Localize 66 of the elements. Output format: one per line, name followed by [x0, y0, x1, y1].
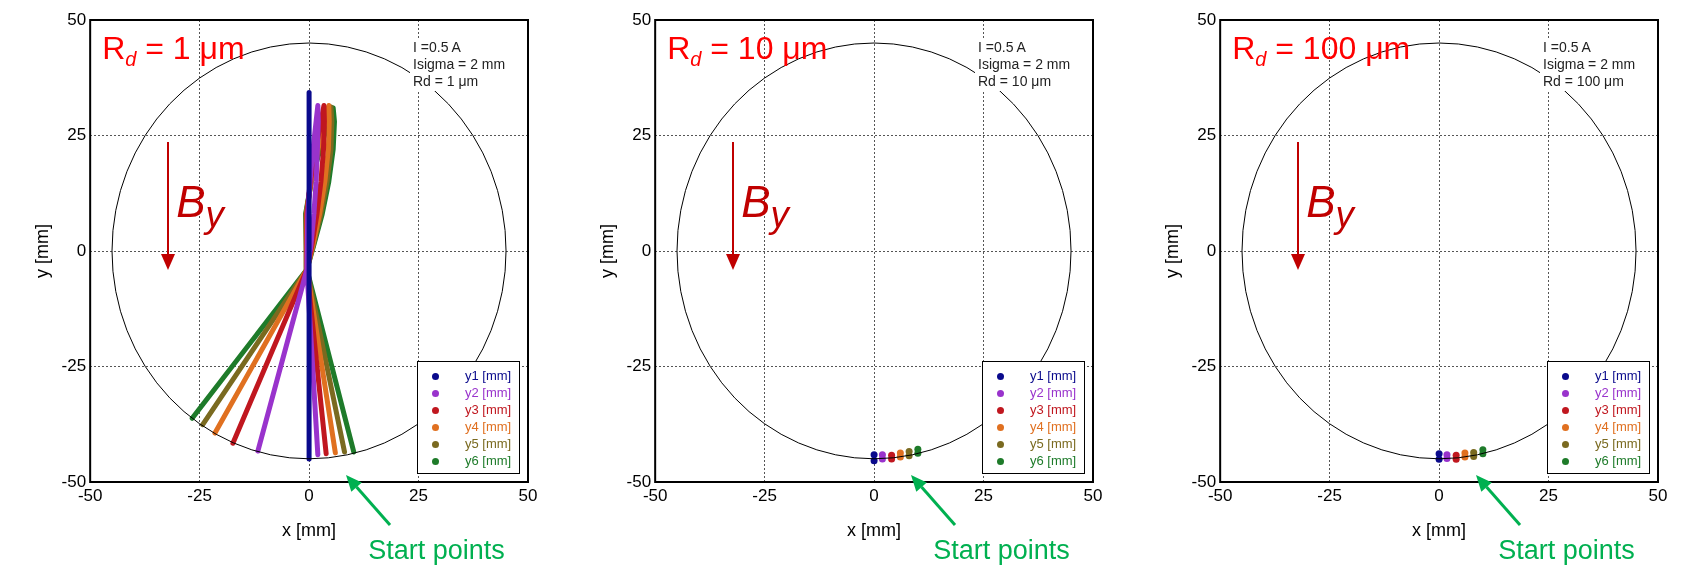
x-tick-label: 50 [1083, 485, 1103, 505]
y-tick-label: 0 [1206, 240, 1217, 260]
y-tick-label: 25 [67, 125, 87, 145]
y-tick-label: 0 [76, 240, 87, 260]
y-tick-label: 50 [632, 9, 652, 29]
legend-label: y4 [mm] [465, 419, 512, 434]
x-tick-label: 0 [304, 485, 314, 505]
x-tick-label: 50 [518, 485, 538, 505]
text: Start points [933, 535, 1070, 565]
x-tick-label: 25 [1539, 485, 1558, 505]
legend-label: y4 [mm] [1595, 419, 1642, 434]
x-tick-label: 0 [1434, 485, 1444, 505]
x-tick-label: -25 [1317, 485, 1342, 505]
text: Start points [368, 535, 505, 565]
chart-title: R$_{d}$ = 10 μm [667, 30, 828, 71]
y-axis-title: y [mm] [1161, 224, 1182, 278]
annotation: Isigma = 2 mm [1543, 56, 1636, 72]
legend-label: y5 [mm] [1595, 436, 1642, 451]
legend-label: y4 [mm] [1030, 419, 1077, 434]
annotation: B$_{y}$ [176, 177, 224, 235]
legend-label: y2 [mm] [1030, 385, 1077, 400]
x-tick-label: 0 [869, 485, 879, 505]
point [870, 451, 878, 459]
y-tick-label: -25 [1191, 356, 1217, 376]
annotation: Isigma = 2 mm [978, 56, 1071, 72]
annotation: Isigma = 2 mm [413, 56, 506, 72]
x-tick-label: -25 [752, 485, 777, 505]
x-tick-label: -25 [187, 485, 212, 505]
y-tick-label: 25 [1197, 125, 1217, 145]
y-tick-label: 50 [1197, 9, 1217, 29]
legend-label: y3 [mm] [465, 402, 512, 417]
legend-label: y2 [mm] [465, 385, 512, 400]
annotation: Rd = 10 μm [978, 73, 1052, 89]
legend-label: y5 [mm] [1030, 436, 1077, 451]
legend-label: y1 [mm] [1030, 368, 1077, 383]
y-tick-label: -25 [626, 356, 652, 376]
y-tick-label: 0 [641, 240, 652, 260]
legend-label: y1 [mm] [465, 368, 512, 383]
annotation: Rd = 1 μm [413, 73, 479, 89]
y-tick-label: 50 [67, 9, 87, 29]
x-tick-label: 50 [1648, 485, 1668, 505]
legend-label: y2 [mm] [1595, 385, 1642, 400]
legend-label: y6 [mm] [1595, 453, 1642, 468]
y-axis-title: y [mm] [31, 224, 52, 278]
x-tick-label: 25 [974, 485, 993, 505]
legend-label: y6 [mm] [1030, 453, 1077, 468]
legend-label: y3 [mm] [1595, 402, 1642, 417]
annotation: B$_{y}$ [1306, 177, 1354, 235]
legend-label: y3 [mm] [1030, 402, 1077, 417]
x-axis-title: x [mm] [847, 520, 902, 541]
legend-label: y6 [mm] [465, 453, 512, 468]
annotation: I =0.5 A [1543, 39, 1591, 55]
y-tick-label: 25 [632, 125, 652, 145]
y-tick-label: -25 [61, 356, 87, 376]
x-tick-label: 25 [409, 485, 428, 505]
x-axis-title: x [mm] [282, 520, 337, 541]
legend-label: y1 [mm] [1595, 368, 1642, 383]
annotation: I =0.5 A [413, 39, 461, 55]
y-axis-title: y [mm] [596, 224, 617, 278]
annotation: Rd = 100 μm [1543, 73, 1624, 89]
x-axis-title: x [mm] [1412, 520, 1467, 541]
annotation: I =0.5 A [978, 39, 1026, 55]
chart-title: R$_{d}$ = 1 μm [102, 30, 245, 71]
legend-label: y5 [mm] [465, 436, 512, 451]
annotation: B$_{y}$ [741, 177, 789, 235]
text: Start points [1498, 535, 1635, 565]
